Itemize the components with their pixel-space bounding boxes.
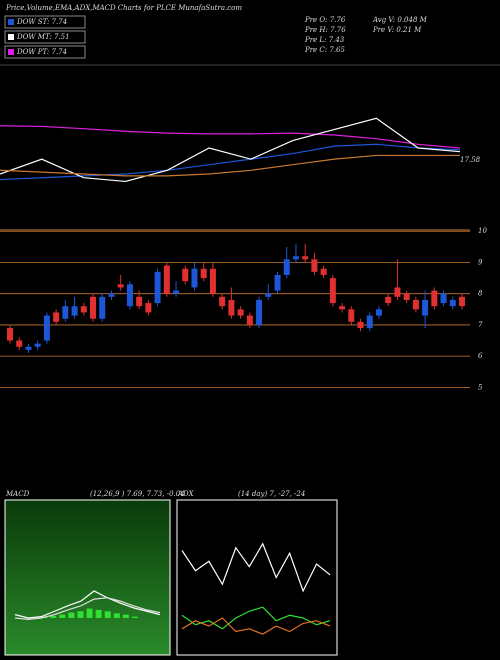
- candle-body: [357, 321, 364, 329]
- candle-body: [256, 299, 263, 325]
- candle-body: [412, 299, 419, 310]
- info: Pre V: 0.21 M: [372, 26, 422, 34]
- y-tick-label: 9: [478, 258, 483, 266]
- line: [181, 542, 331, 593]
- candle-body: [440, 293, 447, 304]
- candle-body: [366, 315, 373, 329]
- histogram-bar: [68, 612, 75, 618]
- legend-swatch: [8, 34, 14, 40]
- panel-label: MACD: [5, 490, 30, 498]
- candle-body: [71, 306, 78, 316]
- info: Pre H: 7.76: [304, 26, 346, 34]
- candle-body: [173, 290, 180, 294]
- candle-body: [108, 293, 115, 297]
- candle-body: [126, 284, 133, 307]
- panel-label: ADX: [177, 490, 195, 498]
- line: [0, 117, 461, 183]
- candle-body: [62, 306, 69, 319]
- price-label: 17.58: [460, 156, 481, 164]
- candle-body: [209, 268, 216, 294]
- candle-body: [311, 259, 318, 272]
- histogram-bar: [132, 616, 138, 618]
- candle-body: [385, 296, 392, 304]
- legend-swatch: [8, 19, 14, 25]
- line: [181, 617, 331, 635]
- candle-body: [16, 340, 23, 347]
- histogram-bar: [122, 614, 129, 618]
- y-tick-label: 10: [478, 227, 487, 235]
- histogram-bar: [86, 608, 93, 618]
- info: Pre O: 7.76: [304, 16, 346, 24]
- candle-body: [90, 296, 97, 319]
- chart-title: Price,Volume,EMA,ADX,MACD Charts for PLC…: [5, 4, 242, 12]
- candle-body: [394, 287, 401, 297]
- candle-body: [292, 256, 299, 260]
- legend-box: [4, 30, 86, 44]
- candle-body: [34, 343, 41, 347]
- line: [0, 154, 460, 177]
- candle-body: [117, 284, 124, 288]
- info: Pre L: 7.43: [304, 36, 345, 44]
- candle-body: [182, 268, 189, 282]
- panel-params: (14 day) 7, -27, -24: [238, 490, 305, 498]
- histogram-bar: [95, 609, 102, 618]
- histogram-bar: [113, 613, 120, 618]
- candle-body: [422, 299, 429, 316]
- legend-box: [4, 45, 86, 59]
- macd-panel: [4, 499, 171, 656]
- candle-body: [329, 278, 336, 304]
- candle-body: [200, 268, 207, 279]
- y-tick-label: 6: [478, 352, 483, 360]
- line: [0, 125, 461, 149]
- y-tick-label: 8: [478, 290, 483, 298]
- candle-body: [163, 265, 170, 294]
- histogram-bar: [50, 615, 57, 618]
- histogram-bar: [77, 611, 84, 618]
- candle-body: [228, 299, 235, 316]
- legend-box: [4, 15, 86, 29]
- candle-body: [136, 296, 143, 307]
- line: [181, 606, 331, 630]
- candle-body: [7, 328, 13, 341]
- candle-body: [320, 268, 327, 275]
- candle-body: [274, 274, 281, 291]
- candle-body: [246, 315, 253, 325]
- histogram-bar: [59, 614, 66, 618]
- legend-label: DOW ST: 7.74: [16, 18, 67, 26]
- candle-body: [43, 315, 50, 341]
- y-tick-label: 5: [478, 383, 483, 391]
- panel-params: (12,26,9 ) 7.69, 7.73, -0.04: [90, 490, 185, 498]
- candle-body: [191, 268, 198, 288]
- candle-body: [99, 296, 106, 319]
- candle-body: [339, 306, 346, 310]
- candle-body: [265, 293, 272, 297]
- candle-body: [302, 256, 309, 260]
- legend-label: DOW PT: 7.74: [16, 48, 67, 56]
- candle-body: [219, 296, 226, 307]
- candle-body: [459, 296, 465, 307]
- candle-body: [283, 259, 290, 275]
- candle-body: [375, 309, 382, 316]
- candle-body: [449, 299, 456, 307]
- candle-body: [237, 309, 244, 316]
- legend-swatch: [8, 49, 14, 55]
- candle-body: [80, 306, 87, 313]
- line: [0, 143, 461, 181]
- candle-body: [431, 290, 438, 307]
- candle-body: [348, 309, 355, 322]
- info: Avg V: 0.048 M: [372, 16, 428, 24]
- y-tick-label: 7: [478, 321, 483, 329]
- candle-body: [53, 312, 60, 322]
- line: [14, 597, 161, 620]
- candle-body: [403, 293, 410, 300]
- candle-body: [25, 346, 32, 350]
- info: Pre C: 7.65: [304, 46, 345, 54]
- legend-label: DOW MT: 7.51: [16, 33, 70, 41]
- candle-body: [154, 271, 161, 304]
- line: [14, 590, 161, 619]
- candle-body: [145, 303, 152, 313]
- histogram-bar: [104, 611, 111, 618]
